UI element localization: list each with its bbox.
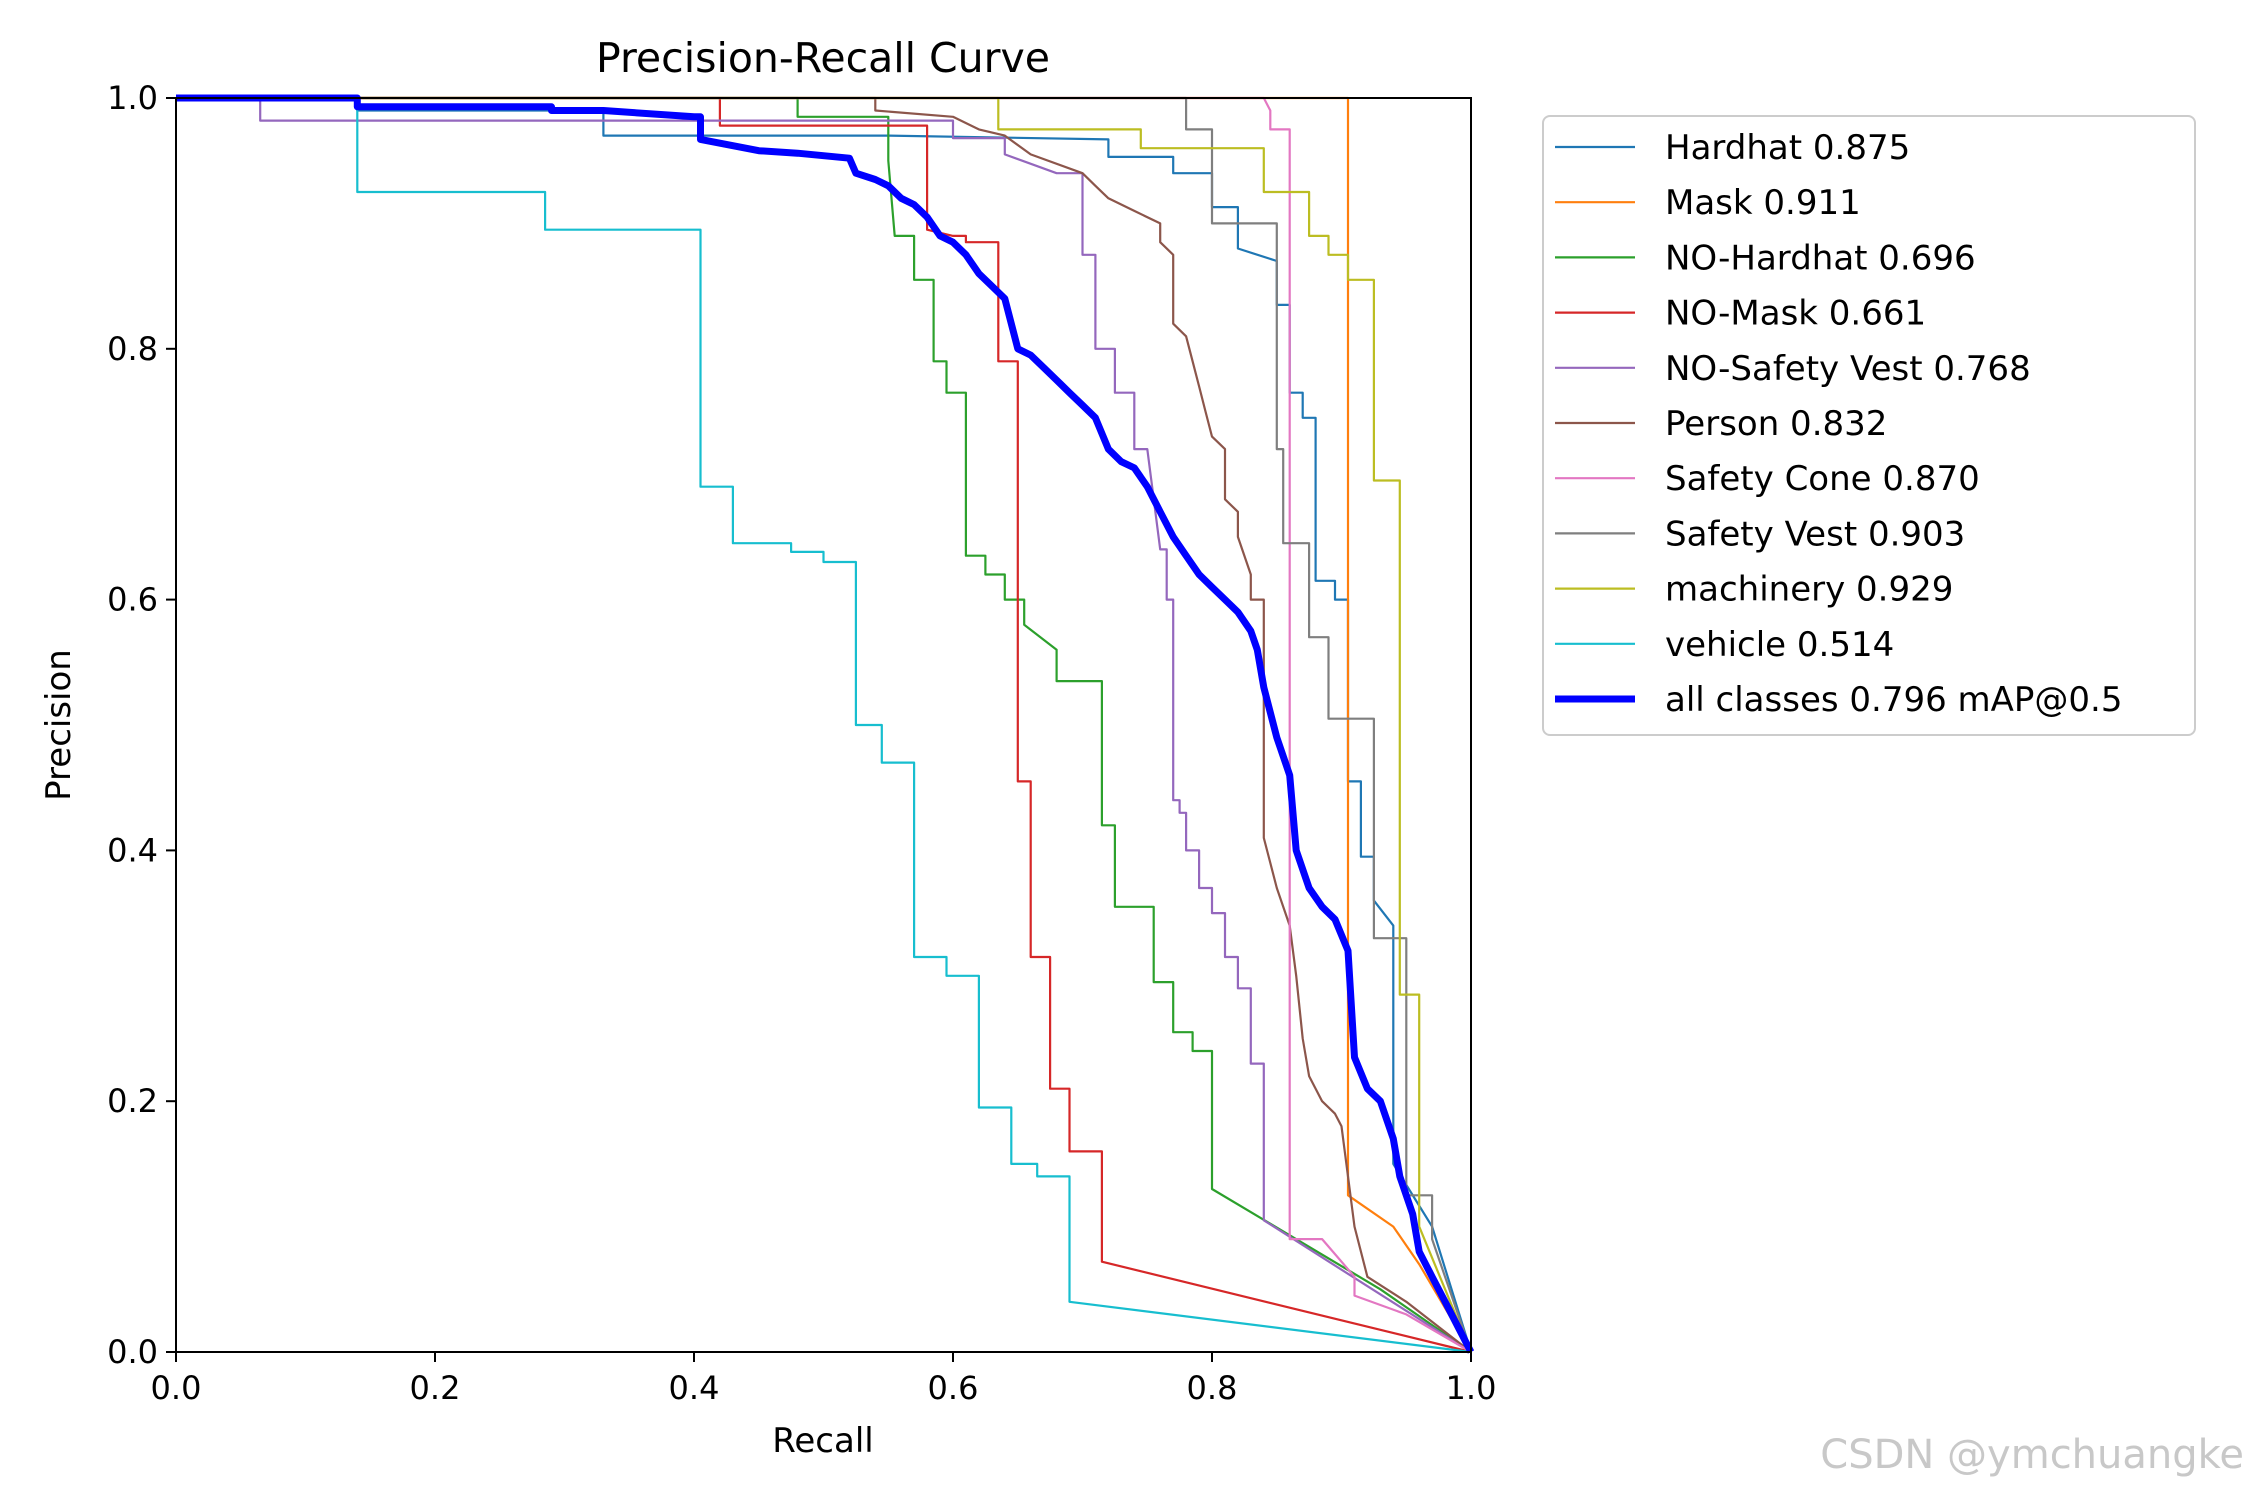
axis-ticks: 0.0 0.2 0.4 0.6 0.8 1.0 0.0 0.2 0.4 0.6 0.8 1.0 [107, 79, 1496, 1407]
plot-frame [175, 97, 1472, 1353]
y-tick-label-4: 0.8 [107, 330, 158, 368]
series-layer [176, 94, 1475, 1354]
legend: Hardhat 0.875 Mask 0.911 NO-Hardhat 0.696 N… [1542, 115, 2196, 736]
series-line-3 [176, 96, 1472, 1354]
series-line-7 [176, 96, 1473, 1353]
x-tick-label-5: 1.0 [1446, 1369, 1497, 1407]
y-axis-label: Precision [39, 649, 79, 801]
legend-frame [1542, 115, 2196, 736]
y-tick-label-3: 0.6 [107, 581, 158, 619]
series-line-6 [176, 96, 1472, 1353]
x-axis-label: Recall [772, 1421, 873, 1461]
series-line-9 [176, 96, 1472, 1354]
legend-label-0: Hardhat 0.875 [1665, 128, 1910, 168]
legend-label-4: NO-Safety Vest 0.768 [1665, 349, 2031, 389]
y-tick-label-0: 0.0 [107, 1333, 158, 1371]
legend-label-1: Mask 0.911 [1665, 183, 1861, 223]
x-tick-label-0: 0.0 [151, 1369, 202, 1407]
chart-title: Precision-Recall Curve [596, 34, 1050, 82]
x-tick-label-3: 0.6 [928, 1369, 979, 1407]
legend-label-9: vehicle 0.514 [1665, 625, 1894, 665]
legend-label-5: Person 0.832 [1665, 404, 1887, 444]
legend-label-2: NO-Hardhat 0.696 [1665, 238, 1976, 278]
legend-label-8: machinery 0.929 [1665, 570, 1953, 610]
x-tick-label-2: 0.4 [669, 1369, 720, 1407]
legend-label-7: Safety Vest 0.903 [1665, 514, 1965, 554]
y-tick-label-5: 1.0 [107, 79, 158, 117]
legend-label-6: Safety Cone 0.870 [1665, 459, 1980, 499]
x-tick-label-4: 0.8 [1187, 1369, 1238, 1407]
legend-items: Hardhat 0.875 Mask 0.911 NO-Hardhat 0.696 N… [1555, 128, 2122, 720]
y-tick-label-1: 0.2 [107, 1082, 158, 1120]
series-line-8 [176, 96, 1473, 1353]
y-tick-label-2: 0.4 [107, 831, 158, 869]
series-line-4 [176, 96, 1472, 1353]
watermark: CSDN @ymchuangke [1820, 1432, 2244, 1478]
series-line-5 [176, 96, 1472, 1353]
series-line-2 [176, 96, 1472, 1353]
legend-label-10: all classes 0.796 mAP@0.5 [1665, 680, 2122, 720]
legend-label-3: NO-Mask 0.661 [1665, 294, 1926, 334]
x-tick-label-1: 0.2 [410, 1369, 461, 1407]
series-line-10 [176, 94, 1475, 1354]
